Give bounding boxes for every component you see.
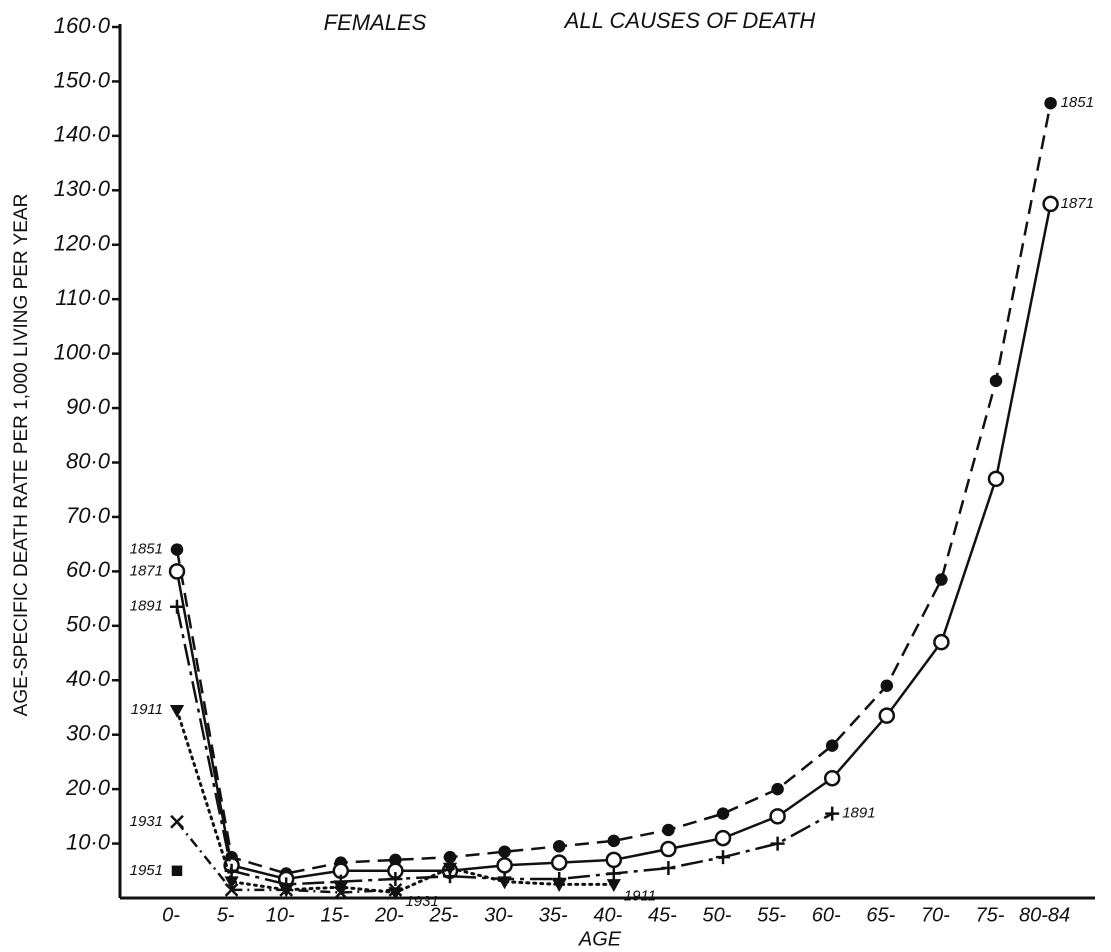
- y-tick-label: 110·0: [55, 285, 110, 310]
- x-tick-label: 50-: [703, 904, 732, 926]
- x-tick-label: 55-: [757, 904, 786, 926]
- marker: [498, 845, 511, 858]
- series-label: 1891: [130, 598, 163, 615]
- marker: [607, 834, 621, 848]
- y-tick-label: 160·0: [54, 13, 111, 38]
- series-label: 1951: [130, 862, 163, 879]
- x-tick-label: 80-84: [1019, 904, 1070, 926]
- series-label: 1851: [130, 541, 163, 558]
- y-tick-label: 130·0: [54, 176, 111, 201]
- marker: [388, 882, 403, 897]
- marker: [496, 857, 513, 874]
- marker: [1044, 96, 1057, 110]
- marker: [769, 808, 786, 825]
- y-tick-label: 120·0: [54, 231, 111, 256]
- series-label: 1871: [1061, 195, 1094, 212]
- marker: [660, 840, 677, 858]
- x-tick-label: 45-: [648, 904, 677, 926]
- x-tick-label: 65-: [866, 904, 895, 926]
- x-tick-label: 60-: [812, 904, 841, 926]
- marker: [224, 876, 239, 890]
- marker: [605, 851, 623, 869]
- x-tick-label: 20-: [374, 904, 404, 926]
- y-tick-label: 100·0: [54, 339, 111, 364]
- x-tick-label: 70-: [921, 904, 950, 926]
- x-tick-label: 25-: [429, 904, 459, 926]
- y-tick-label: 140·0: [54, 122, 111, 147]
- marker: [662, 823, 675, 837]
- series-label: 1931: [130, 813, 163, 830]
- x-tick-label: 30-: [484, 904, 513, 926]
- x-tick-label: 40-: [593, 904, 622, 926]
- series-line: [175, 102, 1052, 875]
- marker: [606, 879, 621, 892]
- marker: [550, 854, 568, 871]
- marker: [224, 882, 239, 897]
- y-tick-label: 30·0: [66, 721, 111, 746]
- marker: [606, 866, 621, 881]
- marker: [825, 806, 840, 821]
- chart-subtitle: ALL CAUSES OF DEATH: [563, 8, 816, 33]
- y-tick-label: 70·0: [66, 503, 111, 528]
- series-line: [175, 203, 1052, 881]
- marker: [1042, 195, 1059, 213]
- series-label: 1851: [1061, 94, 1094, 111]
- x-tick-label: 15-: [320, 904, 349, 926]
- marker: [989, 374, 1003, 388]
- marker: [878, 707, 896, 724]
- series-label: 1871: [130, 562, 163, 579]
- series-label: 1911: [624, 887, 656, 904]
- x-tick-label: 10-: [266, 904, 295, 926]
- marker: [443, 850, 457, 864]
- y-tick-label: 40·0: [66, 666, 111, 691]
- marker: [770, 836, 785, 851]
- y-tick-label: 50·0: [66, 612, 111, 637]
- y-tick-label: 80·0: [66, 448, 111, 473]
- marker: [388, 871, 403, 886]
- marker: [170, 543, 184, 556]
- marker: [333, 881, 348, 895]
- x-tick-label: 35-: [539, 904, 568, 926]
- series-label: 1891: [842, 805, 875, 822]
- marker: [279, 882, 294, 897]
- marker: [169, 704, 185, 718]
- marker: [716, 807, 730, 820]
- marker: [552, 879, 567, 892]
- marker: [170, 599, 184, 614]
- marker: [880, 679, 894, 692]
- x-tick-label: 75-: [976, 904, 1005, 926]
- x-tick-label: 5-: [217, 904, 235, 926]
- chart-title: FEMALES: [324, 10, 427, 35]
- marker: [333, 885, 348, 900]
- marker: [716, 850, 730, 865]
- marker: [823, 769, 841, 787]
- x-tick-label: 0-: [162, 904, 180, 926]
- y-tick-label: 60·0: [66, 557, 111, 582]
- y-tick-label: 10·0: [66, 829, 111, 854]
- y-tick-label: 90·0: [66, 394, 111, 419]
- marker: [552, 840, 566, 853]
- marker: [771, 782, 784, 796]
- marker: [661, 861, 676, 876]
- marker: [987, 470, 1005, 488]
- marker: [442, 862, 458, 876]
- marker: [170, 814, 184, 829]
- marker: [933, 633, 950, 651]
- series-label: 1931: [405, 893, 438, 910]
- series-line: [175, 606, 833, 886]
- marker: [935, 573, 948, 586]
- x-axis-title: AGE: [578, 928, 622, 950]
- marker: [171, 865, 183, 877]
- marker: [497, 876, 512, 890]
- marker: [168, 563, 186, 580]
- series-label: 1911: [131, 701, 163, 718]
- y-tick-label: 20·0: [65, 775, 111, 800]
- y-tick-label: 150·0: [54, 67, 111, 92]
- marker: [714, 829, 732, 847]
- marker: [825, 739, 839, 752]
- y-axis-title: AGE-SPECIFIC DEATH RATE PER 1,000 LIVING…: [11, 194, 32, 717]
